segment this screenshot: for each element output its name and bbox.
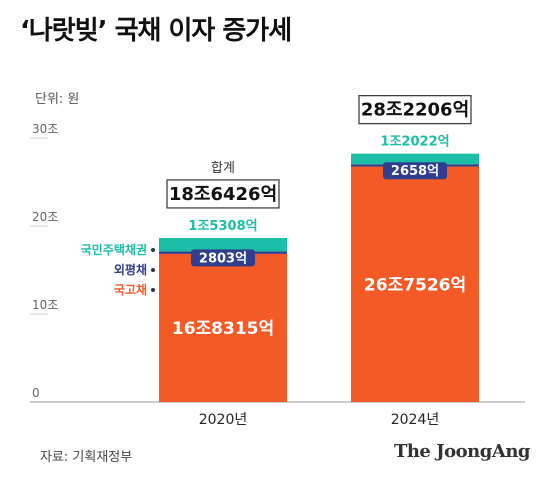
x-label-0: 2020년 (199, 412, 248, 428)
y-tick-label-2: 20조 (32, 210, 58, 224)
bar-label-0-foreign: 2803억 (199, 251, 247, 266)
bar-label-box-0-foreign (191, 249, 255, 267)
source-label: 자료: 기획재정부 (40, 450, 133, 465)
total-box-0 (166, 179, 280, 209)
bar-label-1-national: 26조7526억 (364, 275, 466, 295)
bar-label-box-1-foreign (383, 162, 447, 180)
bar-1-국고채 (351, 166, 479, 402)
chart-title: ‘나랏빚’ 국채 이자 증가세 (20, 16, 292, 46)
total-label-1: 28조2206억 (361, 100, 469, 121)
brand-logo: The JoongAng (393, 441, 531, 462)
x-label-1: 2024년 (391, 412, 440, 428)
legend-label-외평채: 외평채 (114, 262, 147, 277)
bar-1-국민주택채권 (351, 153, 479, 165)
legend-label-국민주택채권: 국민주택채권 (81, 242, 147, 257)
bar-label-0-national: 16조8315억 (172, 319, 274, 339)
bar-label-1-housing: 1조2022억 (380, 135, 449, 150)
y-tick-label-0: 0 (32, 386, 40, 400)
y-tick-label-1: 10조 (32, 298, 58, 312)
bar-0-국고채 (159, 253, 287, 402)
bar-label-0-housing: 1조5308억 (188, 219, 257, 234)
legend-dot-국고채 (151, 288, 155, 292)
total-box-1 (358, 95, 472, 125)
total-label-0: 18조6426억 (169, 184, 277, 205)
y-tick-label-3: 30조 (32, 122, 58, 136)
bar-label-1-foreign: 2658억 (391, 164, 439, 179)
unit-label: 단위: 원 (35, 92, 80, 107)
legend-label-국고채: 국고채 (114, 282, 147, 297)
legend-dot-외평채 (151, 268, 155, 272)
sum-label: 합계 (211, 161, 235, 176)
legend-dot-국민주택채권 (151, 248, 155, 252)
bar-0-국민주택채권 (159, 237, 287, 252)
